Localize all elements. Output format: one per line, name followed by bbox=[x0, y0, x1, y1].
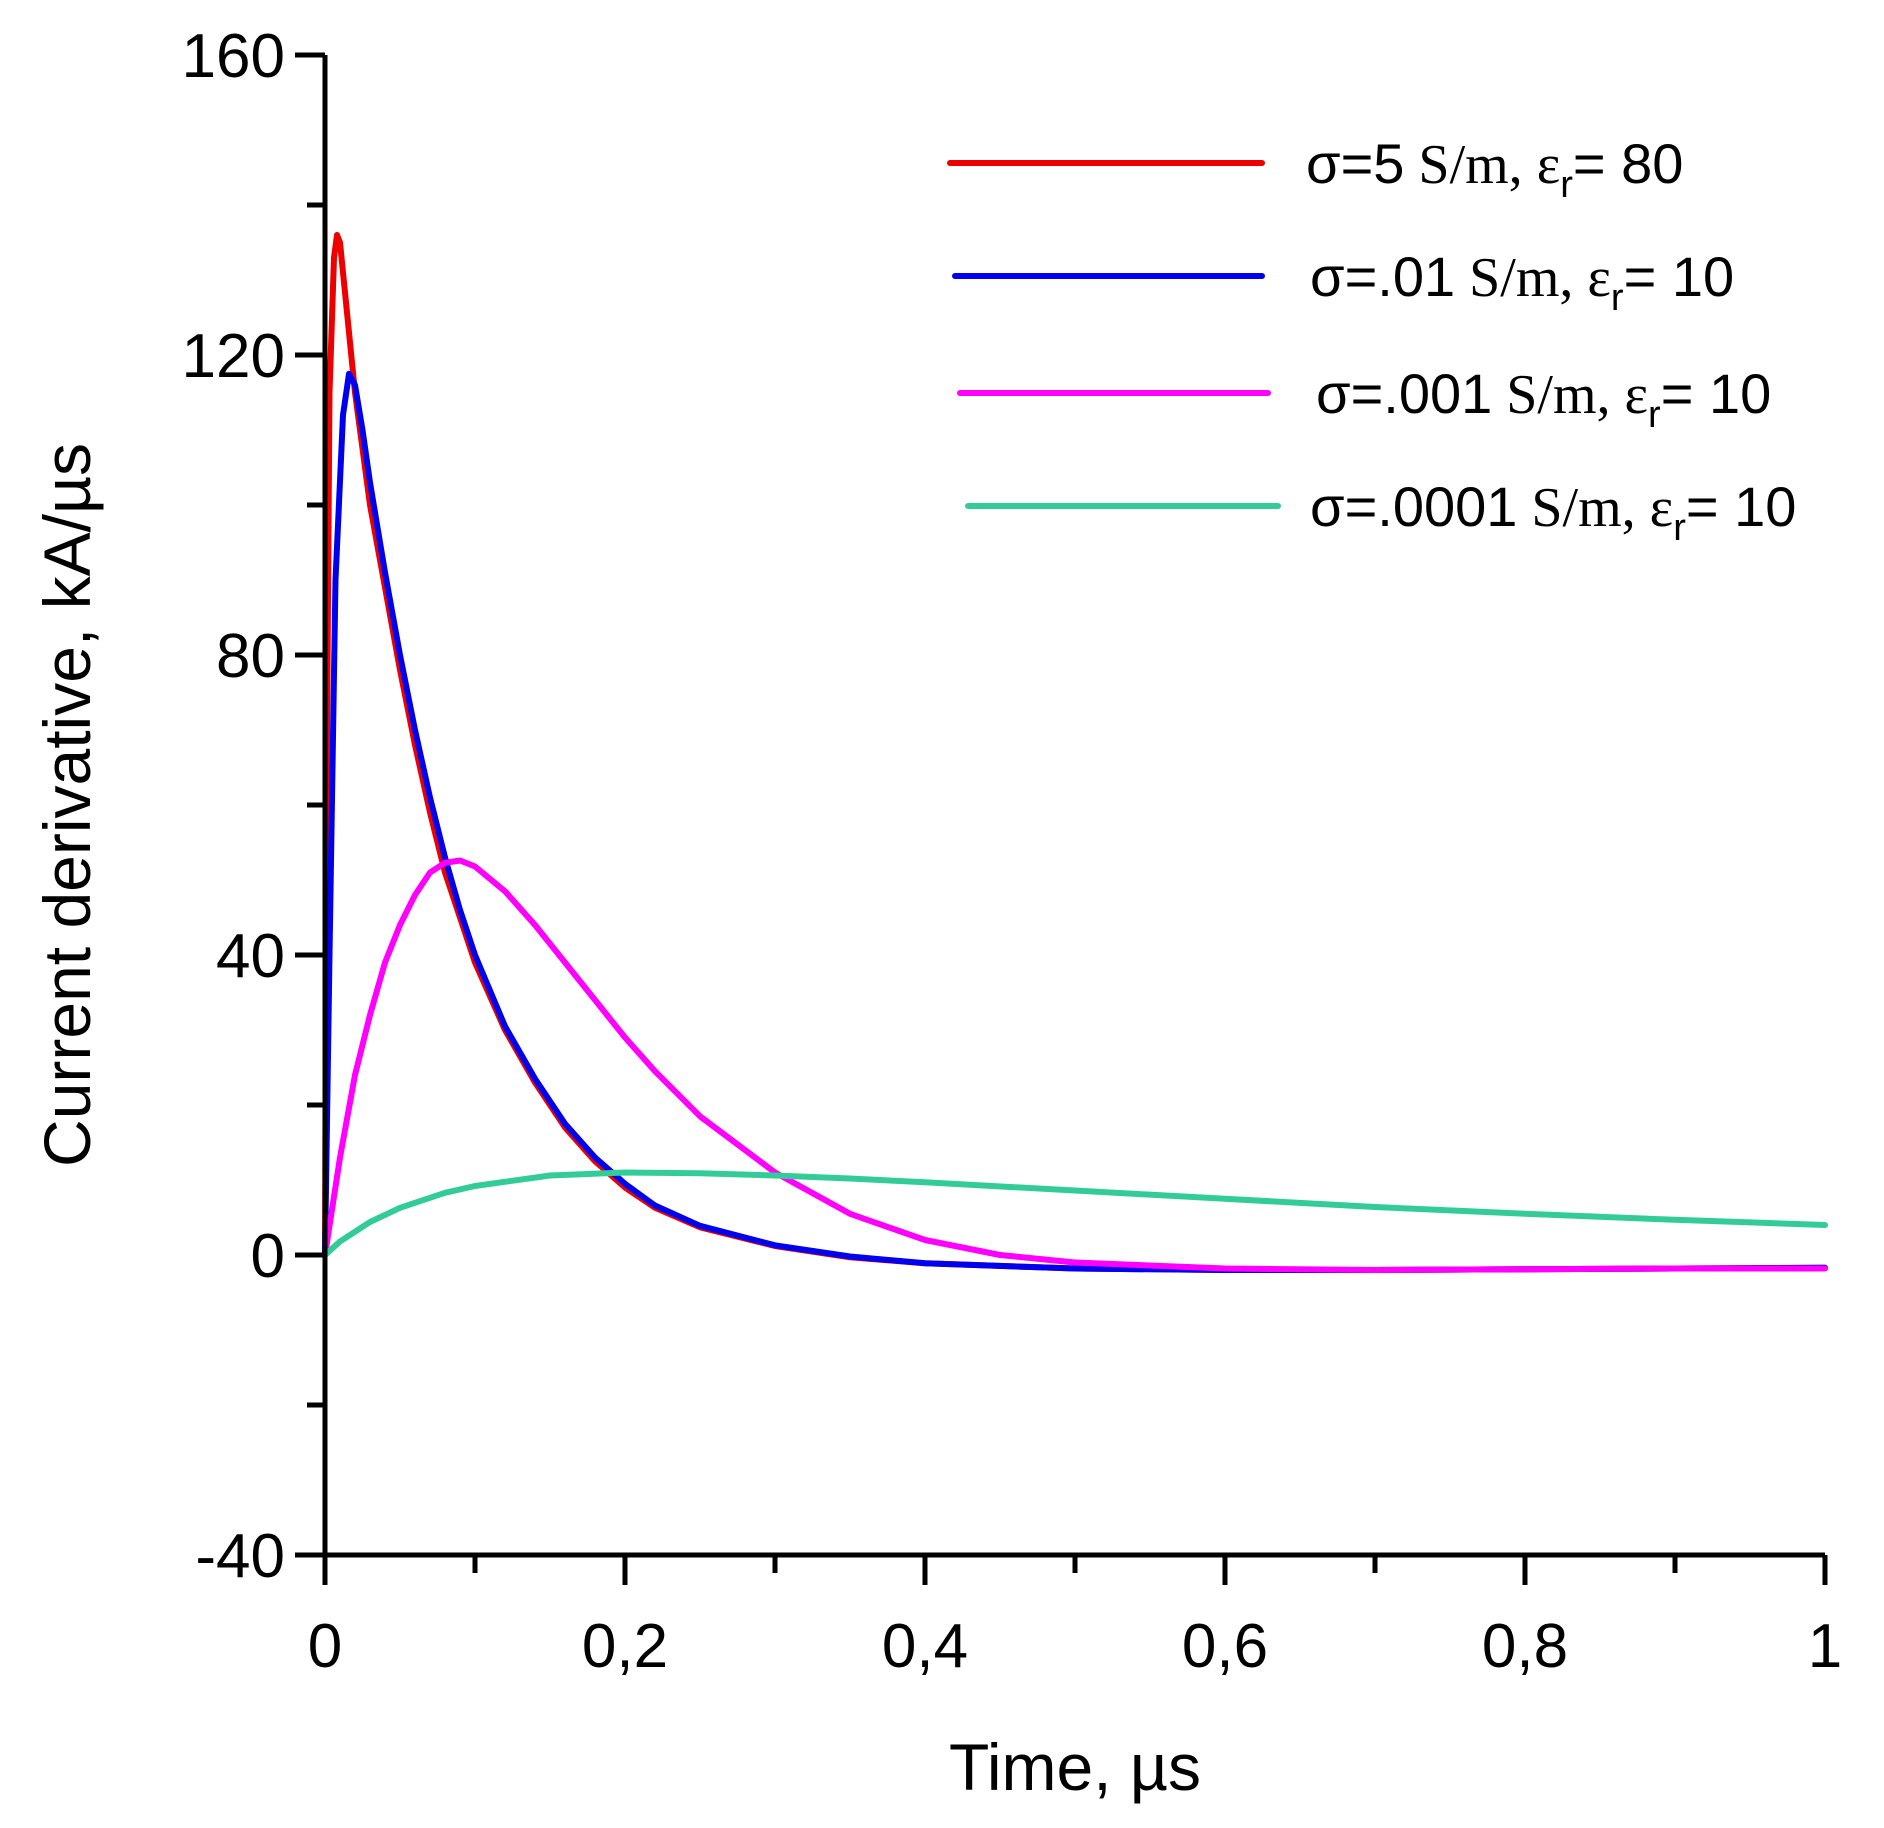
legend-label-4: σ=.0001 S/m, εr= 10 bbox=[1310, 475, 1796, 549]
series-line-3 bbox=[322, 857, 1828, 1273]
ticks-layer: 0 0,2 0,4 0,6 0,8 1 -40 0 40 80 120 160 bbox=[182, 22, 1843, 1681]
y-axis-title: Current derivative, kA/µs bbox=[30, 443, 104, 1167]
y-tick-label: 0 bbox=[251, 1222, 285, 1291]
x-tick-label: 0 bbox=[308, 1612, 342, 1681]
y-tick-label: 80 bbox=[216, 622, 285, 691]
x-tick-label: 0,8 bbox=[1482, 1612, 1568, 1681]
y-tick-label: 40 bbox=[216, 922, 285, 991]
series-line-4 bbox=[322, 1169, 1828, 1258]
x-tick-label: 0,4 bbox=[882, 1612, 968, 1681]
series-layer bbox=[322, 232, 1828, 1273]
y-tick-label: 120 bbox=[182, 322, 285, 391]
legend-label-3: σ=.001 S/m, εr= 10 bbox=[1316, 362, 1771, 436]
x-axis-title: Time, µs bbox=[949, 1730, 1201, 1804]
legend-label-2: σ=.01 S/m, εr= 10 bbox=[1310, 245, 1734, 319]
x-tick-label: 0,6 bbox=[1182, 1612, 1268, 1681]
legend: σ=5 S/m, εr= 80 σ=.01 S/m, εr= 10 σ=.001 S… bbox=[947, 132, 1796, 549]
x-tick-label: 0,2 bbox=[582, 1612, 668, 1681]
y-tick-label: 160 bbox=[182, 22, 285, 91]
legend-label-1: σ=5 S/m, εr= 80 bbox=[1306, 132, 1683, 206]
x-tick-label: 1 bbox=[1808, 1612, 1842, 1681]
y-tick-label: -40 bbox=[195, 1522, 285, 1591]
series-line-2 bbox=[322, 370, 1828, 1273]
